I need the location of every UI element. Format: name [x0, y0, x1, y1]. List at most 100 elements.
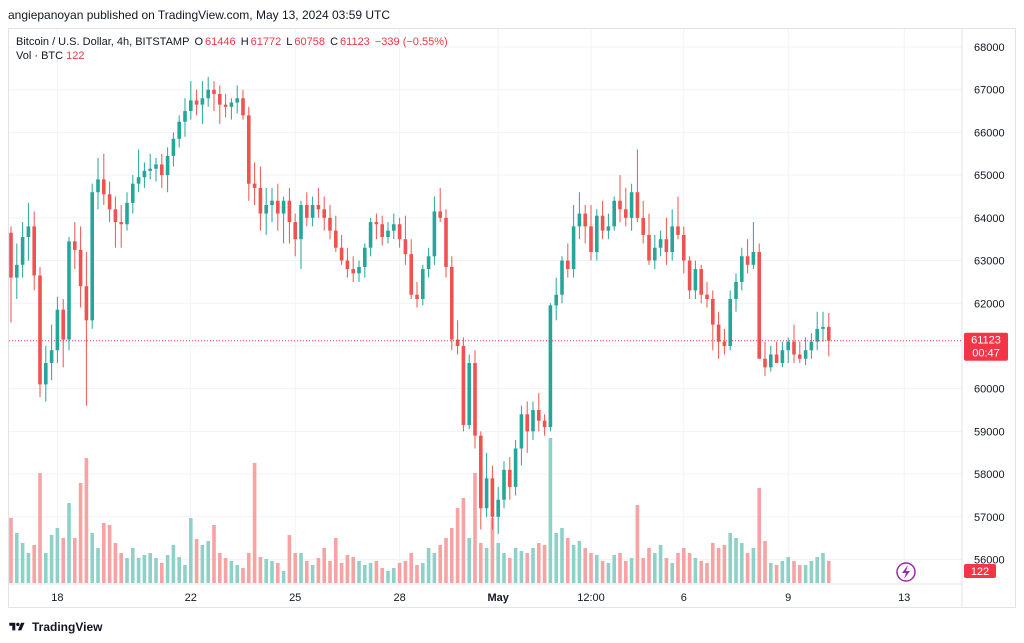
candle-body[interactable]	[15, 264, 19, 278]
candle-body[interactable]	[809, 341, 814, 351]
volume-bar[interactable]	[171, 545, 176, 583]
volume-bar[interactable]	[136, 558, 141, 583]
volume-bar[interactable]	[745, 553, 750, 583]
volume-bar[interactable]	[363, 565, 367, 583]
candle-body[interactable]	[345, 260, 350, 270]
volume-bar[interactable]	[664, 558, 669, 583]
volume-bar[interactable]	[600, 561, 605, 583]
candle-body[interactable]	[496, 499, 500, 517]
volume-bar[interactable]	[728, 533, 732, 583]
candle-body[interactable]	[792, 341, 796, 355]
candle-body[interactable]	[467, 363, 471, 425]
volume-bar[interactable]	[821, 553, 825, 583]
volume-bar[interactable]	[792, 561, 796, 583]
volume-bar[interactable]	[90, 533, 94, 583]
volume-bar[interactable]	[252, 463, 257, 583]
volume-bar[interactable]	[484, 548, 489, 583]
volume-bar[interactable]	[38, 473, 42, 583]
candle-body[interactable]	[479, 435, 483, 509]
footer-brand[interactable]: TradingView	[8, 620, 102, 634]
candle-body[interactable]	[589, 226, 593, 252]
candle-body[interactable]	[751, 252, 756, 265]
volume-bar[interactable]	[194, 539, 199, 583]
volume-bar[interactable]	[571, 545, 576, 583]
volume-bar[interactable]	[647, 548, 651, 583]
candle-body[interactable]	[705, 294, 709, 299]
candle-body[interactable]	[699, 269, 703, 295]
volume-bar[interactable]	[693, 558, 698, 583]
candle-body[interactable]	[757, 252, 761, 359]
candle-body[interactable]	[693, 269, 698, 291]
volume-bar[interactable]	[426, 548, 431, 583]
volume-bar[interactable]	[682, 548, 686, 583]
candle-body[interactable]	[682, 234, 686, 261]
candle-body[interactable]	[73, 241, 77, 250]
candle-body[interactable]	[624, 209, 628, 218]
volume-bar[interactable]	[629, 558, 634, 583]
candle-body[interactable]	[450, 266, 454, 340]
volume-bar[interactable]	[218, 553, 222, 583]
volume-bar[interactable]	[131, 548, 135, 583]
candle-body[interactable]	[368, 222, 373, 248]
candle-body[interactable]	[676, 226, 680, 235]
candle-body[interactable]	[305, 205, 309, 218]
candle-body[interactable]	[9, 232, 13, 278]
candle-body[interactable]	[763, 358, 767, 368]
volume-bar[interactable]	[502, 553, 506, 583]
volume-bar[interactable]	[322, 548, 326, 583]
volume-bar[interactable]	[421, 563, 425, 583]
candle-body[interactable]	[363, 247, 367, 267]
candle-body[interactable]	[90, 192, 94, 321]
volume-bar[interactable]	[716, 548, 721, 583]
volume-bar[interactable]	[316, 558, 321, 583]
candle-body[interactable]	[519, 414, 524, 449]
volume-bar[interactable]	[763, 541, 767, 583]
candle-body[interactable]	[711, 298, 715, 325]
candle-body[interactable]	[258, 187, 263, 214]
volume-bar[interactable]	[548, 438, 553, 583]
volume-bar[interactable]	[328, 561, 332, 583]
candle-body[interactable]	[618, 200, 622, 210]
candle-body[interactable]	[212, 89, 216, 94]
candle-body[interactable]	[26, 226, 31, 238]
candle-body[interactable]	[397, 224, 402, 240]
volume-bar[interactable]	[96, 548, 100, 583]
volume-bar[interactable]	[15, 533, 19, 583]
volume-bar[interactable]	[334, 538, 338, 583]
candle-body[interactable]	[183, 111, 187, 122]
volume-bar[interactable]	[160, 563, 164, 583]
candle-body[interactable]	[421, 269, 425, 299]
candle-body[interactable]	[55, 309, 60, 351]
volume-bar[interactable]	[699, 561, 703, 583]
volume-bar[interactable]	[32, 545, 36, 583]
candle-body[interactable]	[310, 205, 315, 218]
candle-body[interactable]	[525, 414, 529, 432]
volume-bar[interactable]	[618, 553, 622, 583]
volume-bar[interactable]	[200, 545, 205, 583]
candle-body[interactable]	[299, 205, 303, 240]
candle-body[interactable]	[461, 345, 466, 425]
candle-body[interactable]	[769, 354, 773, 368]
volume-bar[interactable]	[78, 483, 83, 583]
candle-body[interactable]	[392, 224, 396, 231]
volume-bar[interactable]	[450, 528, 454, 583]
candle-body[interactable]	[577, 213, 582, 227]
candle-body[interactable]	[206, 89, 210, 99]
volume-bar[interactable]	[357, 561, 361, 583]
volume-bar[interactable]	[49, 535, 54, 583]
candle-body[interactable]	[386, 230, 390, 238]
candle-body[interactable]	[200, 98, 205, 105]
candle-body[interactable]	[160, 164, 164, 176]
volume-bar[interactable]	[206, 541, 210, 583]
candle-body[interactable]	[502, 469, 506, 500]
volume-bar[interactable]	[125, 558, 129, 583]
volume-bar[interactable]	[525, 553, 529, 583]
volume-bar[interactable]	[809, 561, 814, 583]
candle-body[interactable]	[455, 339, 460, 346]
candle-body[interactable]	[641, 217, 645, 235]
volume-bar[interactable]	[73, 538, 77, 583]
candle-body[interactable]	[653, 247, 657, 261]
volume-bar[interactable]	[339, 563, 344, 583]
candle-body[interactable]	[438, 211, 442, 218]
volume-bar[interactable]	[496, 543, 500, 583]
